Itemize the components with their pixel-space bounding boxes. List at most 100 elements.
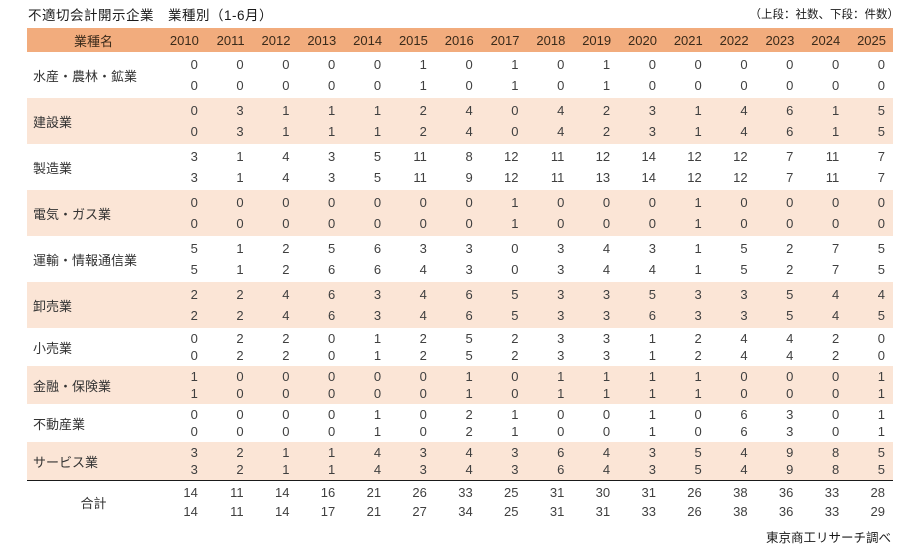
cases-value: 0 bbox=[328, 348, 336, 364]
companies-value: 0 bbox=[373, 195, 382, 211]
industry-row: 卸売業 2 2 2 2 4 4 6 6 3 3 4 4 6 6 5 5 3 3 3 3 5 6 3 3 3 3 5 5 4 4 4 5 bbox=[27, 282, 893, 328]
column-header-year: 2011 bbox=[216, 32, 245, 48]
cases-value: 9 bbox=[786, 462, 794, 478]
cases-value: 0 bbox=[786, 215, 794, 231]
cases-value: 1 bbox=[190, 386, 198, 402]
industry-row: 建設業 0 0 3 3 1 1 1 1 1 1 2 2 4 4 0 0 4 4 2 2 3 3 1 1 4 4 6 6 1 1 5 5 bbox=[27, 98, 893, 144]
companies-value: 3 bbox=[236, 103, 244, 119]
cases-value: 2 bbox=[282, 348, 290, 364]
cases-value: 14 bbox=[274, 504, 290, 519]
companies-value: 0 bbox=[557, 195, 565, 211]
cases-value: 7 bbox=[831, 261, 840, 277]
cases-value: 0 bbox=[831, 424, 840, 440]
cases-value: 3 bbox=[786, 424, 794, 440]
cases-value: 5 bbox=[373, 169, 382, 185]
cases-value: 31 bbox=[549, 504, 565, 519]
cases-value: 2 bbox=[831, 348, 840, 364]
companies-value: 5 bbox=[786, 287, 794, 303]
companies-value: 21 bbox=[366, 485, 382, 500]
companies-value: 4 bbox=[557, 103, 565, 119]
companies-value: 3 bbox=[373, 287, 382, 303]
cases-value: 0 bbox=[282, 424, 290, 440]
cases-value: 0 bbox=[831, 77, 840, 93]
cases-value: 1 bbox=[328, 462, 336, 478]
column-header-year: 2014 bbox=[353, 32, 383, 48]
companies-value: 1 bbox=[648, 330, 656, 346]
value-cell: 12 12 bbox=[710, 144, 756, 190]
companies-value: 0 bbox=[328, 368, 336, 384]
companies-value: 1 bbox=[877, 368, 885, 384]
companies-value: 3 bbox=[786, 406, 794, 422]
cases-value: 4 bbox=[419, 307, 427, 323]
companies-value: 0 bbox=[740, 195, 748, 211]
companies-value: 2 bbox=[236, 330, 244, 346]
column-header-year: 2017 bbox=[490, 32, 520, 48]
companies-value: 1 bbox=[511, 406, 519, 422]
cases-value: 0 bbox=[877, 215, 885, 231]
cases-value: 3 bbox=[465, 261, 473, 277]
cases-value: 3 bbox=[511, 462, 519, 478]
cases-value: 0 bbox=[877, 348, 885, 364]
column-header-year: 2025 bbox=[857, 32, 886, 48]
companies-value: 0 bbox=[190, 195, 198, 211]
companies-value: 4 bbox=[740, 330, 748, 346]
companies-value: 0 bbox=[602, 406, 611, 422]
cases-value: 0 bbox=[373, 77, 382, 93]
companies-value: 3 bbox=[190, 149, 198, 165]
companies-value: 3 bbox=[557, 241, 565, 257]
value-cell: 31 33 bbox=[618, 481, 664, 523]
column-header-year: 2019 bbox=[582, 32, 612, 48]
industry-label: 卸売業 bbox=[33, 298, 73, 314]
cases-value: 4 bbox=[282, 169, 290, 185]
cases-value: 0 bbox=[602, 424, 611, 440]
cases-value: 4 bbox=[786, 348, 794, 364]
cases-value: 3 bbox=[648, 462, 656, 478]
companies-value: 0 bbox=[190, 103, 198, 119]
industry-row: 運輸・情報通信業 5 5 1 1 2 2 5 6 6 6 3 4 3 3 0 0 3 3 4 4 3 4 1 1 5 5 2 2 7 7 5 5 bbox=[27, 236, 893, 282]
cases-value: 33 bbox=[824, 504, 840, 519]
value-cell: 12 12 bbox=[481, 144, 527, 190]
companies-value: 0 bbox=[786, 368, 794, 384]
value-cell: 33 34 bbox=[435, 481, 481, 523]
companies-value: 16 bbox=[320, 485, 336, 500]
cases-value: 6 bbox=[740, 424, 748, 440]
cases-value: 9 bbox=[465, 169, 473, 185]
companies-value: 0 bbox=[373, 57, 382, 73]
companies-value: 12 bbox=[595, 149, 611, 165]
cases-value: 0 bbox=[648, 77, 656, 93]
companies-value: 0 bbox=[831, 406, 840, 422]
companies-value: 0 bbox=[282, 406, 290, 422]
companies-value: 3 bbox=[648, 103, 656, 119]
companies-value: 0 bbox=[419, 195, 427, 211]
companies-value: 1 bbox=[602, 368, 611, 384]
cases-value: 0 bbox=[694, 424, 702, 440]
